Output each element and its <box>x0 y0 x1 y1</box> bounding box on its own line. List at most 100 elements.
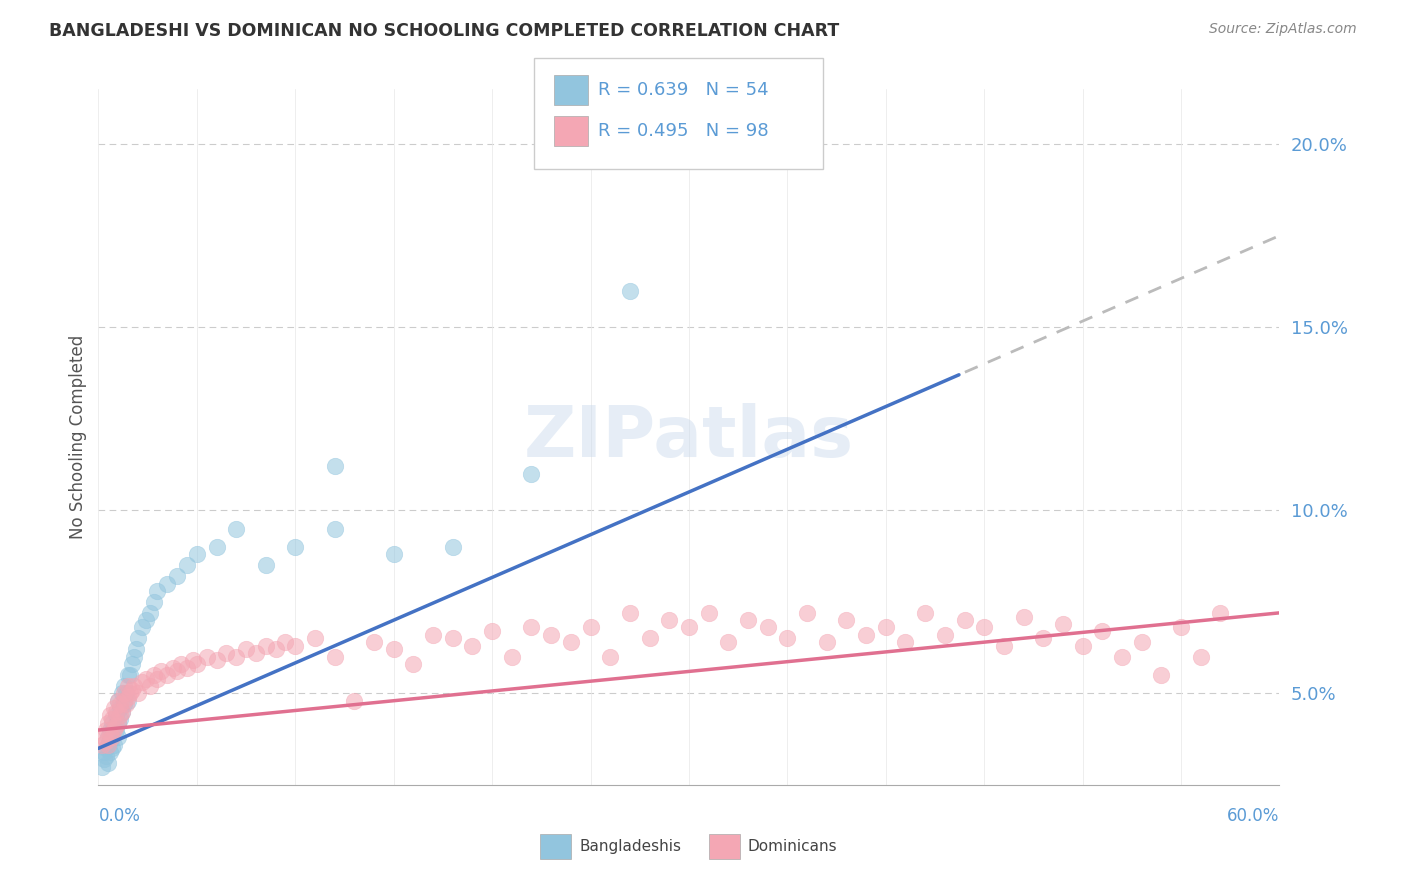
Point <box>96 734 118 748</box>
Point <box>245 646 267 660</box>
Point <box>815 635 838 649</box>
Point <box>717 635 740 649</box>
Point <box>107 715 129 730</box>
Point <box>122 649 145 664</box>
Point <box>441 540 464 554</box>
Point <box>481 624 503 639</box>
Point <box>382 642 405 657</box>
Point <box>953 613 976 627</box>
Point <box>117 690 139 704</box>
Point <box>135 613 157 627</box>
Point <box>254 558 277 573</box>
Point <box>103 719 125 733</box>
Point <box>1012 609 1035 624</box>
Point <box>560 635 582 649</box>
Point <box>112 698 135 712</box>
Point <box>142 668 165 682</box>
Point <box>108 701 131 715</box>
Point <box>1052 616 1074 631</box>
Point <box>156 668 179 682</box>
Point <box>117 694 139 708</box>
Point <box>835 613 858 627</box>
Point <box>323 522 346 536</box>
Point <box>97 738 120 752</box>
Point <box>461 639 484 653</box>
Point <box>146 583 169 598</box>
Point <box>1150 668 1173 682</box>
Point <box>1091 624 1114 639</box>
Point <box>264 642 287 657</box>
Point <box>737 613 759 627</box>
Point <box>186 547 208 561</box>
Point <box>101 731 124 745</box>
Point <box>254 639 277 653</box>
Point <box>97 731 120 745</box>
Point <box>96 723 118 737</box>
Point <box>121 657 143 672</box>
Point <box>205 540 228 554</box>
Point <box>97 715 120 730</box>
Point <box>127 686 149 700</box>
Point <box>181 653 204 667</box>
Point <box>274 635 297 649</box>
Point <box>402 657 425 672</box>
Point <box>382 547 405 561</box>
Point <box>103 701 125 715</box>
Point <box>97 738 120 752</box>
Point <box>107 694 129 708</box>
Point <box>678 620 700 634</box>
Point <box>107 715 129 730</box>
Point <box>131 675 153 690</box>
Point <box>138 606 160 620</box>
Point <box>107 731 129 745</box>
Text: BANGLADESHI VS DOMINICAN NO SCHOOLING COMPLETED CORRELATION CHART: BANGLADESHI VS DOMINICAN NO SCHOOLING CO… <box>49 22 839 40</box>
Point <box>776 632 799 646</box>
Point <box>98 723 121 737</box>
Point <box>156 576 179 591</box>
Point <box>150 665 173 679</box>
Point <box>934 628 956 642</box>
Point <box>101 741 124 756</box>
Point <box>146 672 169 686</box>
Point <box>105 719 128 733</box>
Point <box>796 606 818 620</box>
Y-axis label: No Schooling Completed: No Schooling Completed <box>69 335 87 539</box>
Text: Source: ZipAtlas.com: Source: ZipAtlas.com <box>1209 22 1357 37</box>
Point <box>343 694 366 708</box>
Point <box>599 649 621 664</box>
Point <box>112 686 135 700</box>
Point <box>98 734 121 748</box>
Point <box>186 657 208 672</box>
Point <box>176 558 198 573</box>
Text: R = 0.639   N = 54: R = 0.639 N = 54 <box>598 81 768 99</box>
Point <box>125 642 148 657</box>
Point <box>97 756 120 770</box>
Point <box>111 705 134 719</box>
Text: Bangladeshis: Bangladeshis <box>579 839 682 854</box>
Point <box>98 727 121 741</box>
Point <box>105 723 128 737</box>
Point <box>162 661 184 675</box>
Point <box>756 620 779 634</box>
Point <box>93 731 115 745</box>
Point <box>323 649 346 664</box>
Point <box>520 620 543 634</box>
Point <box>520 467 543 481</box>
Point <box>166 665 188 679</box>
Point <box>1170 620 1192 634</box>
Point <box>108 712 131 726</box>
Point <box>108 698 131 712</box>
Point <box>112 679 135 693</box>
Point <box>98 708 121 723</box>
Point <box>993 639 1015 653</box>
Text: Dominicans: Dominicans <box>748 839 838 854</box>
Point <box>1071 639 1094 653</box>
Point <box>117 679 139 693</box>
Point <box>1032 632 1054 646</box>
Point <box>122 679 145 693</box>
Text: R = 0.495   N = 98: R = 0.495 N = 98 <box>598 122 768 140</box>
Point <box>101 731 124 745</box>
Point <box>697 606 720 620</box>
Point <box>855 628 877 642</box>
Point <box>91 738 114 752</box>
